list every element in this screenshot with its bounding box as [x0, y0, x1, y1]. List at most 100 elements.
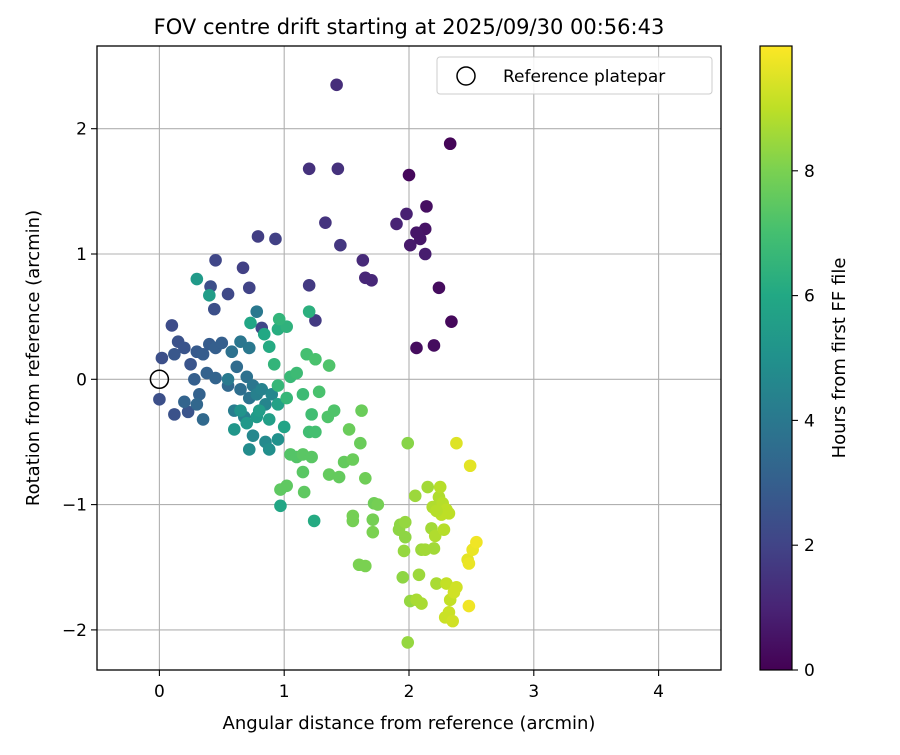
data-point: [331, 162, 345, 176]
y-axis-label: Rotation from reference (arcmin): [23, 210, 44, 506]
data-point: [355, 404, 368, 417]
data-point: [410, 341, 423, 355]
data-point: [153, 393, 166, 406]
chart-title: FOV centre drift starting at 2025/09/30 …: [154, 15, 665, 39]
data-point: [302, 305, 316, 318]
data-point: [196, 347, 210, 361]
data-point: [188, 373, 201, 386]
data-point: [302, 279, 316, 292]
data-point: [230, 360, 244, 374]
data-point: [305, 408, 318, 421]
data-points: [153, 78, 483, 649]
x-tick-label: 1: [279, 682, 290, 702]
colorbar-gradient: [759, 45, 793, 671]
data-point: [400, 207, 413, 221]
data-point: [302, 162, 316, 176]
y-tick-label: −2: [62, 621, 87, 641]
data-point: [396, 570, 410, 584]
data-point: [196, 413, 210, 426]
data-point: [322, 359, 336, 372]
data-point: [307, 514, 321, 528]
legend-box: [436, 56, 713, 95]
data-point: [432, 281, 446, 295]
data-point: [165, 319, 179, 332]
data-point: [269, 232, 282, 246]
data-point: [262, 413, 276, 426]
data-point: [262, 443, 276, 456]
data-point: [227, 423, 241, 436]
data-point: [463, 459, 477, 473]
data-point: [403, 238, 417, 252]
data-point: [250, 305, 264, 318]
colorbar-tick-label: 8: [804, 162, 815, 182]
data-point: [305, 450, 318, 464]
data-point: [271, 398, 285, 411]
legend-marker-icon: [456, 66, 476, 86]
data-point: [190, 272, 204, 286]
data-point: [251, 230, 265, 243]
data-point: [334, 238, 347, 252]
data-point: [450, 581, 463, 594]
data-point: [428, 529, 442, 543]
data-point: [168, 408, 181, 421]
data-point: [420, 200, 433, 213]
data-point: [446, 614, 459, 628]
data-point: [437, 523, 451, 536]
data-point: [234, 383, 247, 396]
data-point: [277, 420, 291, 434]
data-point: [322, 468, 336, 481]
data-point: [209, 253, 222, 267]
data-point: [296, 388, 310, 401]
y-tick-label: 0: [76, 370, 87, 390]
data-point: [155, 351, 169, 365]
data-point: [193, 388, 206, 401]
data-point: [359, 471, 372, 485]
data-point: [244, 316, 257, 330]
data-point: [208, 302, 221, 316]
data-point: [209, 371, 222, 385]
data-point: [433, 480, 447, 494]
colorbar-tick-label: 0: [804, 661, 815, 681]
data-point: [365, 274, 378, 287]
data-point: [430, 577, 443, 590]
data-point: [225, 345, 239, 359]
data-point: [168, 347, 181, 361]
data-point: [401, 636, 415, 649]
data-point: [265, 388, 279, 401]
data-point: [242, 281, 256, 295]
data-point: [359, 559, 372, 573]
data-point: [342, 423, 356, 436]
data-point: [462, 599, 476, 613]
data-point: [296, 465, 310, 479]
data-point: [240, 416, 254, 430]
data-point: [397, 544, 411, 558]
data-point: [280, 391, 293, 405]
y-tick-label: 1: [76, 245, 87, 265]
data-point: [356, 253, 370, 267]
data-point: [271, 379, 285, 392]
x-axis-label: Angular distance from reference (arcmin): [223, 713, 596, 734]
data-point: [332, 470, 346, 484]
data-point: [366, 513, 380, 526]
data-point: [297, 485, 311, 499]
data-point: [427, 339, 441, 352]
data-point: [312, 385, 326, 399]
data-point: [462, 557, 476, 570]
data-point: [366, 525, 380, 539]
data-point: [252, 404, 266, 417]
data-point: [271, 433, 285, 446]
data-point: [327, 404, 341, 417]
x-tick-label: 0: [154, 682, 165, 702]
data-point: [309, 425, 322, 439]
colorbar: 0 2 4 6 8 Hours from first FF file: [759, 45, 850, 681]
colorbar-tick-label: 6: [804, 287, 815, 307]
colorbar-label: Hours from first FF file: [829, 258, 850, 459]
colorbar-ticks: 0 2 4 6 8: [792, 162, 815, 681]
data-point: [234, 404, 247, 417]
data-point: [234, 335, 247, 349]
x-tick-label: 4: [653, 682, 664, 702]
data-point: [242, 341, 256, 355]
data-point: [427, 542, 441, 555]
